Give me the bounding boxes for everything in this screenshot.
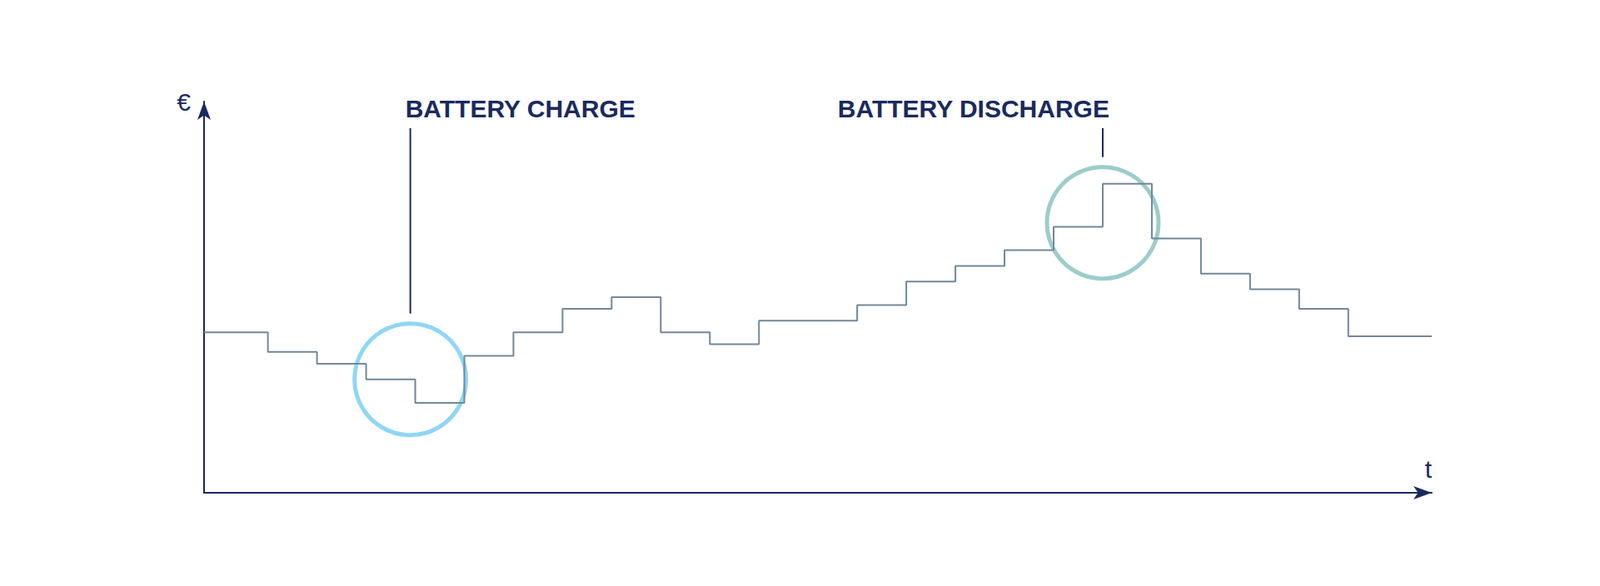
svg-text:€: € [176, 88, 191, 116]
svg-text:BATTERY DISCHARGE: BATTERY DISCHARGE [837, 94, 1110, 123]
svg-text:t: t [1425, 455, 1433, 484]
svg-text:BATTERY CHARGE: BATTERY CHARGE [405, 94, 636, 123]
